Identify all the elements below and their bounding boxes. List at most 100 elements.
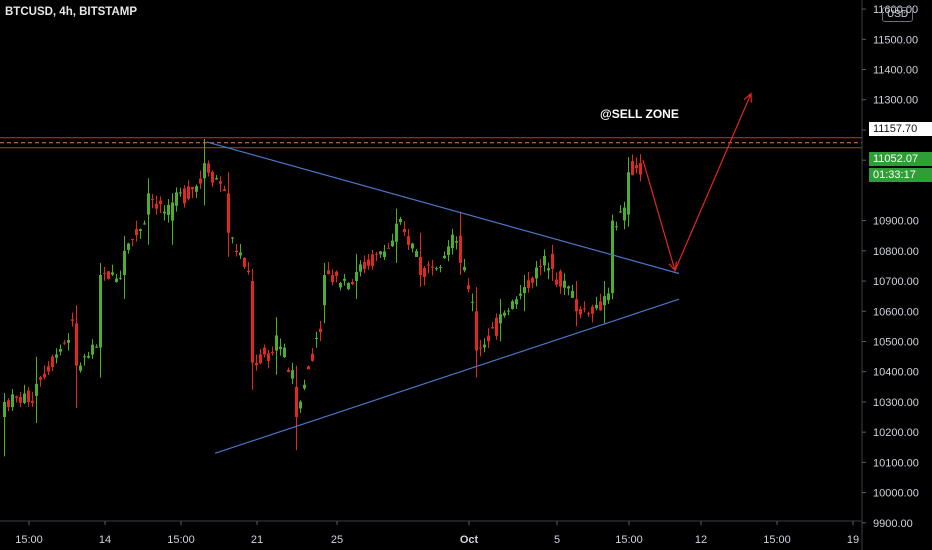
candle-body	[415, 251, 418, 258]
candle-body	[263, 347, 266, 355]
candle-body	[55, 354, 58, 358]
candle-body	[27, 390, 30, 403]
candle-body	[175, 192, 178, 206]
candle-body	[319, 328, 322, 333]
candle-body	[603, 296, 606, 306]
candle-body	[83, 356, 86, 358]
candle-body	[135, 229, 138, 236]
x-tick-label: 25	[331, 534, 343, 546]
candle-body	[183, 188, 186, 204]
x-axis: 15:00 14 15:00 21 25 Oct 5 15:00 12 15:00 19	[15, 521, 859, 546]
candle-body	[335, 271, 338, 277]
candle-body	[275, 335, 278, 351]
candle-body	[163, 211, 166, 214]
candle-body	[555, 279, 558, 285]
candle-body	[427, 264, 430, 266]
candle-body	[359, 264, 362, 272]
y-tick-label: 10200.00	[873, 427, 919, 439]
candle-body	[51, 356, 54, 367]
candle-body	[143, 223, 146, 225]
candle-body	[123, 250, 126, 275]
candle-body	[379, 251, 382, 255]
candle-body	[543, 256, 546, 266]
candle-body	[423, 268, 426, 278]
candle-body	[575, 299, 578, 312]
candle-body	[131, 238, 134, 240]
candle-body	[375, 253, 378, 255]
x-tick-label: 14	[99, 534, 111, 546]
y-tick-label: 10900.00	[873, 216, 919, 228]
candle-body	[579, 309, 582, 315]
candle-body	[39, 377, 42, 380]
x-tick-label: 15:00	[615, 534, 643, 546]
x-tick-label: Oct	[460, 534, 479, 546]
candle-body	[295, 386, 298, 418]
y-tick-label: 11500.00	[873, 34, 918, 46]
candle-body	[231, 237, 234, 239]
candle-body	[235, 250, 238, 253]
candle-body	[315, 337, 318, 339]
candle-body	[35, 383, 38, 396]
candle-body	[571, 290, 574, 298]
arrow-heads	[668, 92, 752, 272]
candle-body	[595, 304, 598, 309]
candle-body	[31, 400, 34, 403]
candle-body	[67, 340, 70, 343]
candle-body	[167, 204, 170, 216]
candle-body	[507, 310, 510, 312]
candle-body	[547, 268, 550, 271]
candle-body	[419, 256, 422, 275]
candle-body	[171, 202, 174, 221]
candle-body	[535, 267, 538, 279]
candle-body	[299, 401, 302, 409]
y-tick-label: 11300.00	[873, 95, 918, 107]
candle-body	[111, 272, 114, 275]
candle-body	[7, 400, 10, 408]
candle-body	[147, 193, 150, 215]
candle-body	[267, 353, 270, 361]
candle-body	[191, 187, 194, 190]
candle-body	[3, 401, 6, 418]
candle-body	[451, 234, 454, 249]
candle-body	[187, 186, 190, 199]
x-tick-label: 15:00	[763, 534, 791, 546]
candle-body	[219, 181, 222, 184]
candle-body	[439, 266, 442, 268]
candle-body	[539, 265, 542, 268]
candle-body	[619, 211, 622, 213]
x-tick-label: 19	[847, 534, 859, 546]
y-tick-label: 10700.00	[873, 276, 919, 288]
candle-body	[623, 207, 626, 221]
candle-body	[459, 235, 462, 263]
y-tick-label: 10400.00	[873, 367, 919, 379]
candle-body	[611, 220, 614, 294]
candle-body	[479, 347, 482, 349]
candle-body	[203, 163, 206, 179]
candle-body	[387, 247, 390, 249]
candle-body	[351, 281, 354, 285]
y-tick-label: 11600.00	[873, 4, 918, 16]
candle-body	[495, 317, 498, 336]
candle-body	[447, 246, 450, 255]
candle-body	[115, 278, 118, 283]
candle-body	[607, 293, 610, 301]
resistance-price-tag: 11157.70	[869, 122, 932, 136]
candle-body	[591, 306, 594, 314]
candle-body	[443, 255, 446, 259]
candle-body	[639, 163, 642, 175]
candle-body	[195, 186, 198, 192]
candle-body	[615, 226, 618, 228]
candle-body	[491, 327, 494, 329]
candle-body	[347, 282, 350, 290]
candle-body	[511, 301, 514, 309]
x-tick-label: 15:00	[15, 534, 43, 546]
candle-body	[327, 270, 330, 275]
candle-body	[251, 281, 254, 363]
y-tick-label: 10600.00	[873, 306, 919, 318]
candle-body	[155, 203, 158, 209]
candle-body	[119, 277, 122, 279]
currency-badge[interactable]: USD	[882, 7, 914, 22]
ascending-trendline	[214, 298, 680, 454]
candle-body	[15, 396, 18, 398]
